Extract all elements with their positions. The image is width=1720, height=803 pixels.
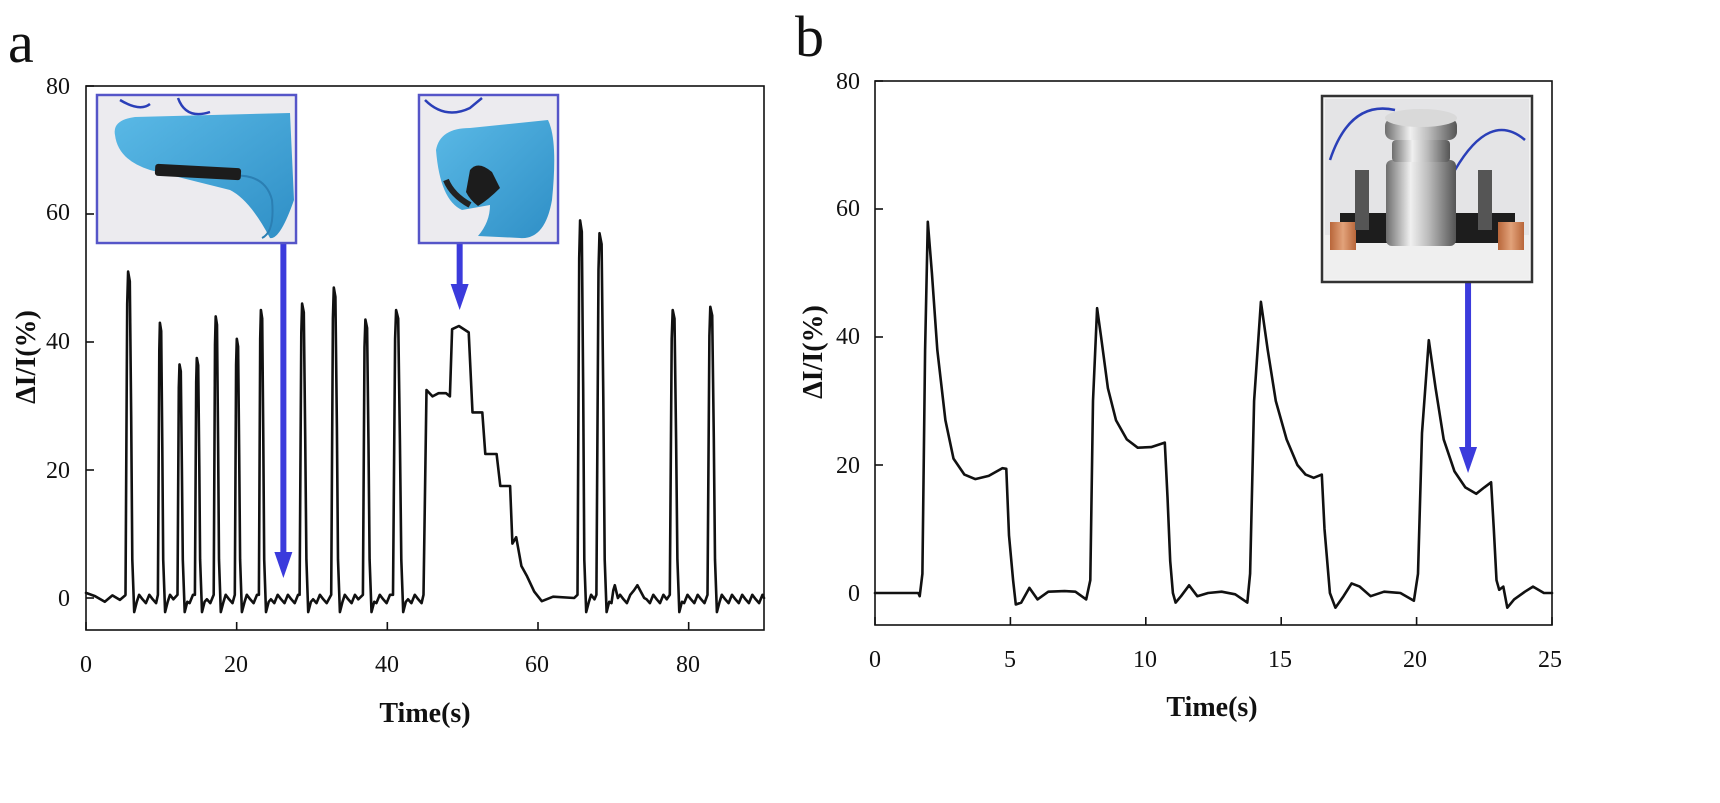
x-tick-labels-b: 0 5 10 15 20 25 <box>869 647 1562 673</box>
x-tick-label: 40 <box>375 652 399 678</box>
y-tick-label: 20 <box>46 458 70 484</box>
x-tick-label: 80 <box>676 652 700 678</box>
finger-flat-photo-icon <box>95 93 298 245</box>
x-tick-label: 5 <box>1004 647 1016 673</box>
plot-frame <box>874 80 1553 626</box>
y-tick-label: 0 <box>58 586 70 612</box>
arrow-head <box>1459 447 1478 473</box>
panel-a: a 80 60 40 20 0 0 20 40 60 80 Time(s) ΔI… <box>8 10 766 729</box>
weight-on-sensor-photo-icon <box>1320 94 1534 284</box>
y-tick-label: 80 <box>836 69 860 95</box>
x-axis-title-b: Time(s) <box>1166 692 1257 723</box>
panel-b: b 80 60 40 20 0 0 5 10 15 20 25 Time(s) … <box>795 4 1562 723</box>
arrow-head <box>450 284 469 310</box>
y-tick-label: 60 <box>46 200 70 226</box>
y-tick-labels-b: 80 60 40 20 0 <box>836 69 860 607</box>
y-axis-title-a: ΔI/I(%) <box>11 310 42 404</box>
x-tick-label: 15 <box>1268 647 1292 673</box>
y-tick-label: 40 <box>46 329 70 355</box>
plot-area-b <box>873 80 1554 626</box>
plot-area-a <box>84 85 766 631</box>
y-tick-labels-a: 80 60 40 20 0 <box>46 74 70 612</box>
y-tick-label: 80 <box>46 74 70 100</box>
finger-bent-photo-icon <box>417 93 560 245</box>
y-tick-label: 0 <box>848 581 860 607</box>
arrow-head <box>274 552 293 578</box>
x-tick-label: 0 <box>869 647 881 673</box>
series-line <box>84 219 766 614</box>
y-tick-label: 20 <box>836 453 860 479</box>
x-tick-label: 60 <box>525 652 549 678</box>
x-axis-title-a: Time(s) <box>379 698 470 729</box>
x-tick-label: 20 <box>1403 647 1427 673</box>
y-tick-label: 40 <box>836 324 860 350</box>
x-tick-label: 10 <box>1133 647 1157 673</box>
panel-letter-a: a <box>8 10 34 75</box>
series-line <box>873 220 1554 609</box>
x-tick-label: 25 <box>1538 647 1562 673</box>
y-axis-title-b: ΔI/I(%) <box>798 305 829 399</box>
x-tick-label: 0 <box>80 652 92 678</box>
plot-frame <box>85 85 765 631</box>
x-tick-label: 20 <box>224 652 248 678</box>
y-tick-label: 60 <box>836 196 860 222</box>
panel-letter-b: b <box>795 4 824 69</box>
x-tick-labels-a: 0 20 40 60 80 <box>80 652 700 678</box>
